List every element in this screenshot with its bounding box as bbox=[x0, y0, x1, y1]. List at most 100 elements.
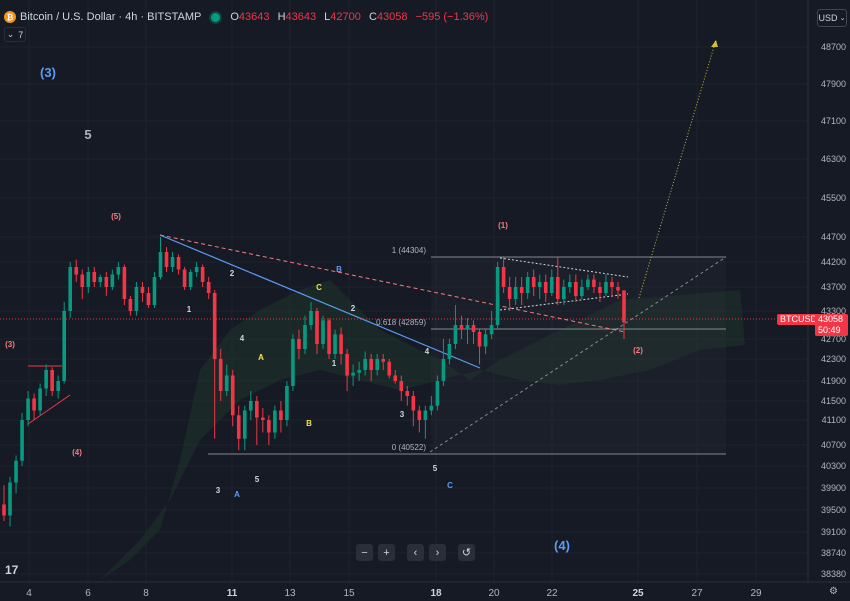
candle-body bbox=[592, 279, 596, 287]
candle-body bbox=[158, 252, 163, 277]
candle-body bbox=[435, 381, 440, 406]
wave-label: 1 bbox=[187, 305, 192, 314]
candle-body bbox=[140, 287, 145, 293]
candle-body bbox=[477, 332, 482, 347]
x-tick-label: 18 bbox=[430, 588, 442, 599]
zoom-in-button[interactable]: + bbox=[378, 544, 395, 561]
scroll-left-button[interactable]: ‹ bbox=[407, 544, 424, 561]
wave-label: 1 bbox=[332, 359, 337, 368]
candles bbox=[2, 237, 626, 527]
candle-body bbox=[610, 282, 614, 287]
y-axis: 48700 47900 47100 46300 45500 44700 44200 43700… bbox=[821, 42, 846, 579]
candle-body bbox=[429, 405, 434, 411]
candle-body bbox=[152, 277, 157, 305]
candle-body bbox=[104, 277, 109, 287]
candle-body bbox=[616, 287, 620, 291]
trend-line bbox=[27, 394, 71, 425]
candle-body bbox=[369, 359, 373, 370]
fib-level-label: 0 (40522) bbox=[392, 443, 427, 452]
indicators-toggle[interactable]: ⌄ 7 bbox=[4, 27, 26, 42]
gear-icon[interactable]: ⚙ bbox=[829, 586, 838, 597]
wave-label: 4 bbox=[240, 334, 245, 343]
reset-chart-button[interactable]: ↺ bbox=[458, 544, 475, 561]
ichimoku-cloud bbox=[100, 280, 745, 580]
wave-label: (3) bbox=[5, 340, 15, 349]
y-tick-label: 41100 bbox=[822, 415, 846, 425]
candle-body bbox=[351, 372, 355, 376]
zoom-out-button[interactable]: − bbox=[356, 544, 373, 561]
candle-body bbox=[74, 267, 79, 275]
wave-label: 2 bbox=[351, 304, 356, 313]
candle-body bbox=[441, 359, 446, 381]
wave-label: 5 bbox=[433, 464, 438, 473]
x-tick-label: 29 bbox=[750, 588, 762, 599]
candle-body bbox=[291, 339, 295, 386]
candle-body bbox=[309, 311, 313, 325]
wave-label: 3 bbox=[216, 486, 221, 495]
candle-body bbox=[68, 267, 73, 311]
candle-body bbox=[236, 415, 241, 439]
candle-body bbox=[200, 267, 205, 282]
candle-body bbox=[363, 359, 367, 370]
candle-body bbox=[26, 398, 30, 420]
wave-label: 5 bbox=[255, 475, 260, 484]
wave-label: (3) bbox=[40, 65, 56, 80]
candle-body bbox=[116, 267, 121, 275]
y-tick-label: 41500 bbox=[821, 396, 846, 406]
scroll-right-button[interactable]: › bbox=[429, 544, 446, 561]
symbol-title[interactable]: Bitcoin / U.S. Dollar · 4h · BITSTAMP bbox=[20, 11, 202, 23]
symbol-header[interactable]: ₿ Bitcoin / U.S. Dollar · 4h · BITSTAMP … bbox=[4, 9, 488, 25]
wave-label: C bbox=[447, 481, 453, 490]
x-tick-label: 15 bbox=[343, 588, 355, 599]
candle-body bbox=[8, 482, 12, 516]
candle-body bbox=[495, 267, 500, 325]
candle-body bbox=[261, 417, 265, 420]
y-tick-label: 43300 bbox=[821, 306, 846, 316]
y-tick-label: 42700 bbox=[821, 334, 846, 344]
candle-body bbox=[170, 257, 175, 267]
candle-body bbox=[586, 279, 590, 287]
y-tick-label: 43700 bbox=[821, 282, 846, 292]
candle-body bbox=[483, 334, 488, 347]
candle-body bbox=[206, 282, 211, 293]
currency-selector[interactable]: USD ⌄ bbox=[817, 9, 847, 27]
candle-body bbox=[62, 311, 66, 381]
wave-label: 3 bbox=[400, 410, 405, 419]
candle-body bbox=[604, 282, 608, 293]
x-tick-label: 20 bbox=[488, 588, 500, 599]
candle-body bbox=[339, 334, 343, 354]
wave-label: A bbox=[258, 353, 264, 362]
tradingview-logo[interactable]: 17 bbox=[5, 563, 19, 577]
y-tick-label: 39500 bbox=[821, 505, 846, 515]
candle-body bbox=[267, 420, 271, 433]
candle-body bbox=[411, 396, 416, 411]
candle-body bbox=[543, 282, 548, 293]
bitcoin-icon: ₿ bbox=[4, 11, 16, 23]
candle-body bbox=[182, 269, 187, 287]
y-tick-label: 40700 bbox=[821, 440, 846, 450]
symbol-price-tag: BTCUSD bbox=[777, 314, 821, 325]
wave-label: C bbox=[316, 283, 322, 292]
candle-body bbox=[453, 325, 458, 344]
candle-body bbox=[50, 370, 54, 391]
y-tick-label: 39100 bbox=[821, 527, 846, 537]
wave-label: (4) bbox=[72, 448, 82, 457]
candle-body bbox=[164, 252, 169, 267]
arrow-icon bbox=[711, 40, 718, 47]
candle-body bbox=[20, 420, 24, 461]
candle-body bbox=[32, 398, 36, 411]
open-value: 43643 bbox=[238, 11, 270, 23]
x-axis: 4 6 8 11 13 15 18 20 22 25 27 29 bbox=[26, 588, 762, 599]
candle-body bbox=[315, 311, 319, 344]
candle-body bbox=[224, 375, 229, 391]
candle-body bbox=[38, 388, 42, 411]
candle-body bbox=[537, 282, 542, 287]
candle-body bbox=[568, 282, 572, 287]
market-status-icon[interactable] bbox=[211, 12, 221, 22]
trend-line bbox=[429, 256, 727, 453]
candle-body bbox=[248, 401, 253, 411]
candle-body bbox=[574, 282, 578, 296]
x-tick-label: 13 bbox=[284, 588, 296, 599]
candle-body bbox=[501, 267, 506, 287]
